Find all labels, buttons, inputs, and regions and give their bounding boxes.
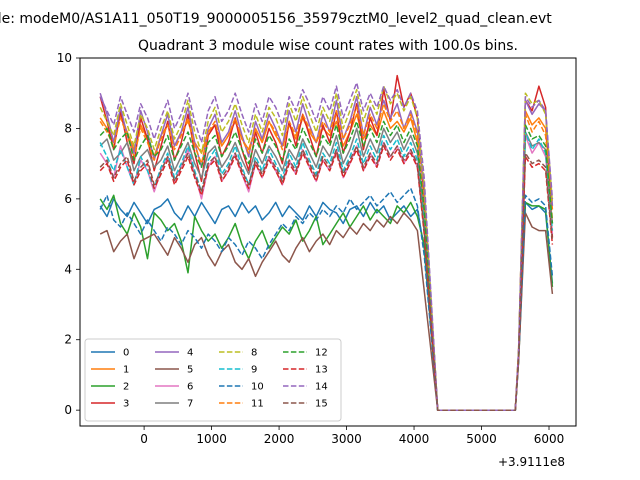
series-line-2 — [99, 194, 554, 411]
series-line-5 — [99, 212, 554, 411]
legend-label-13: 13 — [315, 365, 328, 376]
y-tick-label: 4 — [64, 262, 72, 276]
legend-label-9: 9 — [251, 365, 257, 376]
series-line-14 — [99, 81, 554, 411]
legend-label-14: 14 — [315, 382, 328, 393]
legend-label-7: 7 — [187, 399, 193, 410]
figure-suptitle: Light curves of the data in file: modeM0… — [0, 11, 552, 27]
legend-label-8: 8 — [251, 348, 257, 359]
legend-label-2: 2 — [123, 382, 129, 393]
plot-lines — [99, 74, 554, 411]
series-line-15 — [99, 141, 554, 411]
legend-frame — [84, 338, 342, 422]
legend-label-11: 11 — [251, 399, 264, 410]
series-line-9 — [99, 131, 554, 411]
legend-label-12: 12 — [315, 348, 328, 359]
series-line-7 — [99, 127, 554, 411]
x-tick-label: 5000 — [466, 432, 497, 446]
series-line-11 — [99, 103, 554, 411]
series-line-4 — [99, 92, 554, 411]
chart-title: Quadrant 3 module wise count rates with … — [138, 38, 518, 54]
y-tick-label: 8 — [64, 121, 72, 135]
y-tick-label: 0 — [64, 403, 72, 417]
legend-label-5: 5 — [187, 365, 193, 376]
y-tick-label: 2 — [64, 333, 72, 347]
plot-frame — [79, 57, 577, 427]
x-tick-label: 4000 — [399, 432, 430, 446]
x-axis: 0 1000 2000 3000 4000 5000 6000 — [140, 426, 564, 446]
series-line-12 — [99, 120, 554, 411]
legend-label-3: 3 — [123, 399, 129, 410]
x-tick-label: 6000 — [534, 432, 565, 446]
legend-label-10: 10 — [251, 382, 264, 393]
legend-label-6: 6 — [187, 382, 193, 393]
legend-label-0: 0 — [123, 348, 129, 359]
legend-label-1: 1 — [123, 365, 129, 376]
x-tick-label: 1000 — [196, 432, 227, 446]
series-line-8 — [99, 85, 554, 411]
legend-label-4: 4 — [187, 348, 193, 359]
y-axis: 0 2 4 6 8 10 — [57, 51, 80, 417]
x-tick-label: 0 — [140, 432, 148, 446]
x-tick-label: 2000 — [264, 432, 295, 446]
series-line-10 — [99, 187, 554, 411]
y-tick-label: 10 — [57, 51, 72, 65]
series-line-13 — [99, 145, 554, 411]
legend-label-15: 15 — [315, 399, 328, 410]
x-offset-label: +3.9111e8 — [498, 455, 565, 469]
x-tick-label: 3000 — [331, 432, 362, 446]
y-tick-label: 6 — [64, 192, 72, 206]
